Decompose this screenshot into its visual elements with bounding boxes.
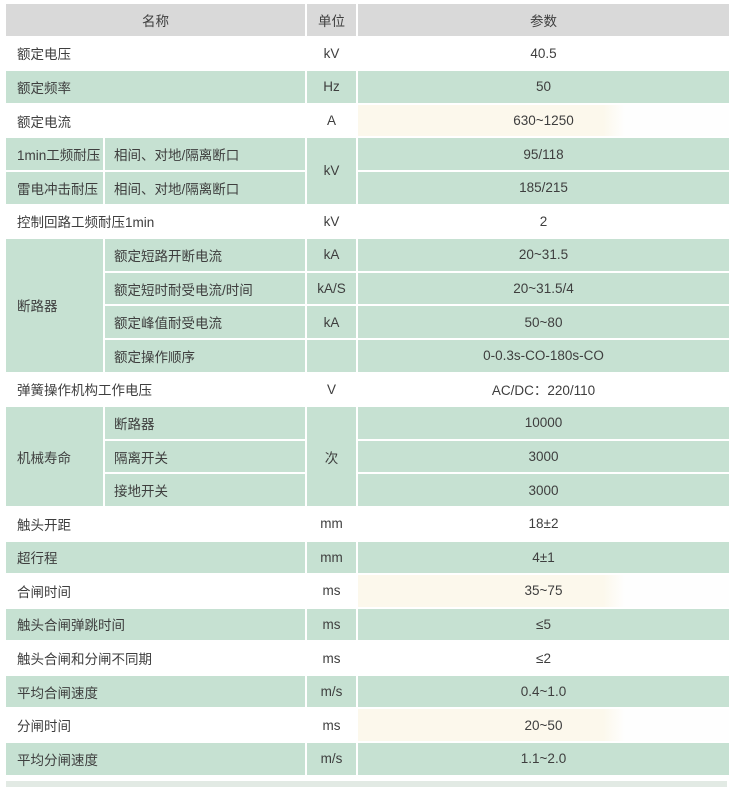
table-row: 额定电压 kV 40.5	[6, 37, 729, 70]
cell-param: ≤5	[358, 608, 729, 641]
cell-group-breaker: 断路器	[6, 239, 103, 372]
table-row: 超行程 mm 4±1	[6, 541, 729, 574]
cell-param: 50	[358, 71, 729, 103]
header-name: 名称	[6, 4, 305, 36]
cell-name: 超行程	[6, 541, 305, 574]
cell-unit: mm	[307, 541, 356, 574]
cell-unit: kA	[307, 306, 356, 338]
cell-name: 1min工频耐压	[6, 138, 103, 170]
cell-name: 额定峰值耐受电流	[105, 306, 305, 338]
table-row: 1min工频耐压 相间、对地/隔离断口 kV 95/118	[6, 138, 729, 204]
cell-name: 额定电流	[6, 104, 305, 137]
cell-param: AC/DC：220/110	[358, 373, 729, 406]
cell-unit: kA	[307, 239, 356, 271]
cell-unit: ms	[307, 608, 356, 641]
table-row: 隔离开关 3000	[6, 440, 729, 473]
cell-name: 额定电压	[6, 37, 305, 70]
cell-unit: m/s	[307, 743, 356, 775]
table-row: 断路器 额定短路开断电流 kA 20~31.5	[6, 239, 729, 372]
cell-name: 隔离开关	[105, 440, 305, 473]
cell-name: 触头合闸弹跳时间	[6, 608, 305, 641]
cell-group-mech-life: 机械寿命	[6, 407, 103, 506]
cell-param: 95/118	[358, 138, 729, 170]
header-param: 参数	[358, 4, 729, 36]
cell-unit: ms	[307, 575, 356, 607]
header-row: 名称 单位 参数	[6, 4, 729, 36]
cell-name: 分闸时间	[6, 709, 305, 742]
table-row: 额定操作顺序 0-0.3s-CO-180s-CO	[6, 339, 729, 372]
cell-name: 额定频率	[6, 71, 305, 103]
cell-param: 20~50	[358, 709, 729, 742]
cell-param: 0.4~1.0	[358, 675, 729, 708]
table-row: 平均合闸速度 m/s 0.4~1.0	[6, 675, 729, 708]
cell-param: 2	[358, 205, 729, 238]
cell-scope: 相间、对地/隔离断口	[105, 138, 305, 170]
cell-unit: kV	[307, 37, 356, 70]
cell-name: 额定短时耐受电流/时间	[105, 272, 305, 305]
cell-name: 断路器	[105, 407, 305, 439]
table-row: 额定峰值耐受电流 kA 50~80	[6, 306, 729, 338]
cell-name: 平均合闸速度	[6, 675, 305, 708]
cell-param: ≤2	[358, 642, 729, 674]
cell-unit: Hz	[307, 71, 356, 103]
cell-name: 控制回路工频耐压1min	[6, 205, 305, 238]
cell-param: 35~75	[358, 575, 729, 607]
cell-name: 雷电冲击耐压	[6, 171, 103, 204]
cell-name: 额定短路开断电流	[105, 239, 305, 271]
cell-unit: kV	[307, 205, 356, 238]
cell-param: 40.5	[358, 37, 729, 70]
cell-name: 触头开距	[6, 507, 305, 540]
table-row: 控制回路工频耐压1min kV 2	[6, 205, 729, 238]
cell-unit: V	[307, 373, 356, 406]
table-row: 触头合闸弹跳时间 ms ≤5	[6, 608, 729, 641]
cell-param: 1.1~2.0	[358, 743, 729, 775]
table-row: 额定频率 Hz 50	[6, 71, 729, 103]
cell-unit: mm	[307, 507, 356, 540]
table-row: 额定电流 A 630~1250	[6, 104, 729, 137]
cell-param: 3000	[358, 440, 729, 473]
table-row: 额定短时耐受电流/时间 kA/S 20~31.5/4	[6, 272, 729, 305]
cell-param: 4±1	[358, 541, 729, 574]
cell-unit: A	[307, 104, 356, 137]
cell-param: 3000	[358, 474, 729, 506]
cell-unit: ms	[307, 642, 356, 674]
table-row: 机械寿命 断路器 次 10000	[6, 407, 729, 506]
cell-unit	[307, 339, 356, 372]
cell-unit: m/s	[307, 675, 356, 708]
table-row: 触头开距 mm 18±2	[6, 507, 729, 540]
cell-param: 20~31.5	[358, 239, 729, 271]
cell-name: 弹簧操作机构工作电压	[6, 373, 305, 406]
cell-unit: 次	[307, 407, 356, 506]
cell-param: 18±2	[358, 507, 729, 540]
table-row: 平均分闸速度 m/s 1.1~2.0	[6, 743, 729, 775]
cell-param: 20~31.5/4	[358, 272, 729, 305]
cell-param: 185/215	[358, 171, 729, 204]
table-row: 雷电冲击耐压 相间、对地/隔离断口 185/215	[6, 171, 729, 204]
cell-param: 630~1250	[358, 104, 729, 137]
cell-name: 合闸时间	[6, 575, 305, 607]
table-row: 分闸时间 ms 20~50	[6, 709, 729, 742]
cell-name: 触头合闸和分闸不同期	[6, 642, 305, 674]
cut-off-next-row	[6, 781, 727, 787]
table-row: 触头合闸和分闸不同期 ms ≤2	[6, 642, 729, 674]
cell-param: 10000	[358, 407, 729, 439]
cell-unit: kV	[307, 138, 356, 204]
table-row: 接地开关 3000	[6, 474, 729, 506]
spec-table: 名称 单位 参数 额定电压 kV 40.5 额定频率 Hz 50 额定电流 A …	[4, 2, 731, 777]
cell-unit: ms	[307, 709, 356, 742]
cell-unit: kA/S	[307, 272, 356, 305]
cell-param: 0-0.3s-CO-180s-CO	[358, 339, 729, 372]
header-unit: 单位	[307, 4, 356, 36]
cell-scope: 相间、对地/隔离断口	[105, 171, 305, 204]
cell-param: 50~80	[358, 306, 729, 338]
cell-name: 额定操作顺序	[105, 339, 305, 372]
table-row: 合闸时间 ms 35~75	[6, 575, 729, 607]
cell-name: 平均分闸速度	[6, 743, 305, 775]
table-row: 弹簧操作机构工作电压 V AC/DC：220/110	[6, 373, 729, 406]
cell-name: 接地开关	[105, 474, 305, 506]
